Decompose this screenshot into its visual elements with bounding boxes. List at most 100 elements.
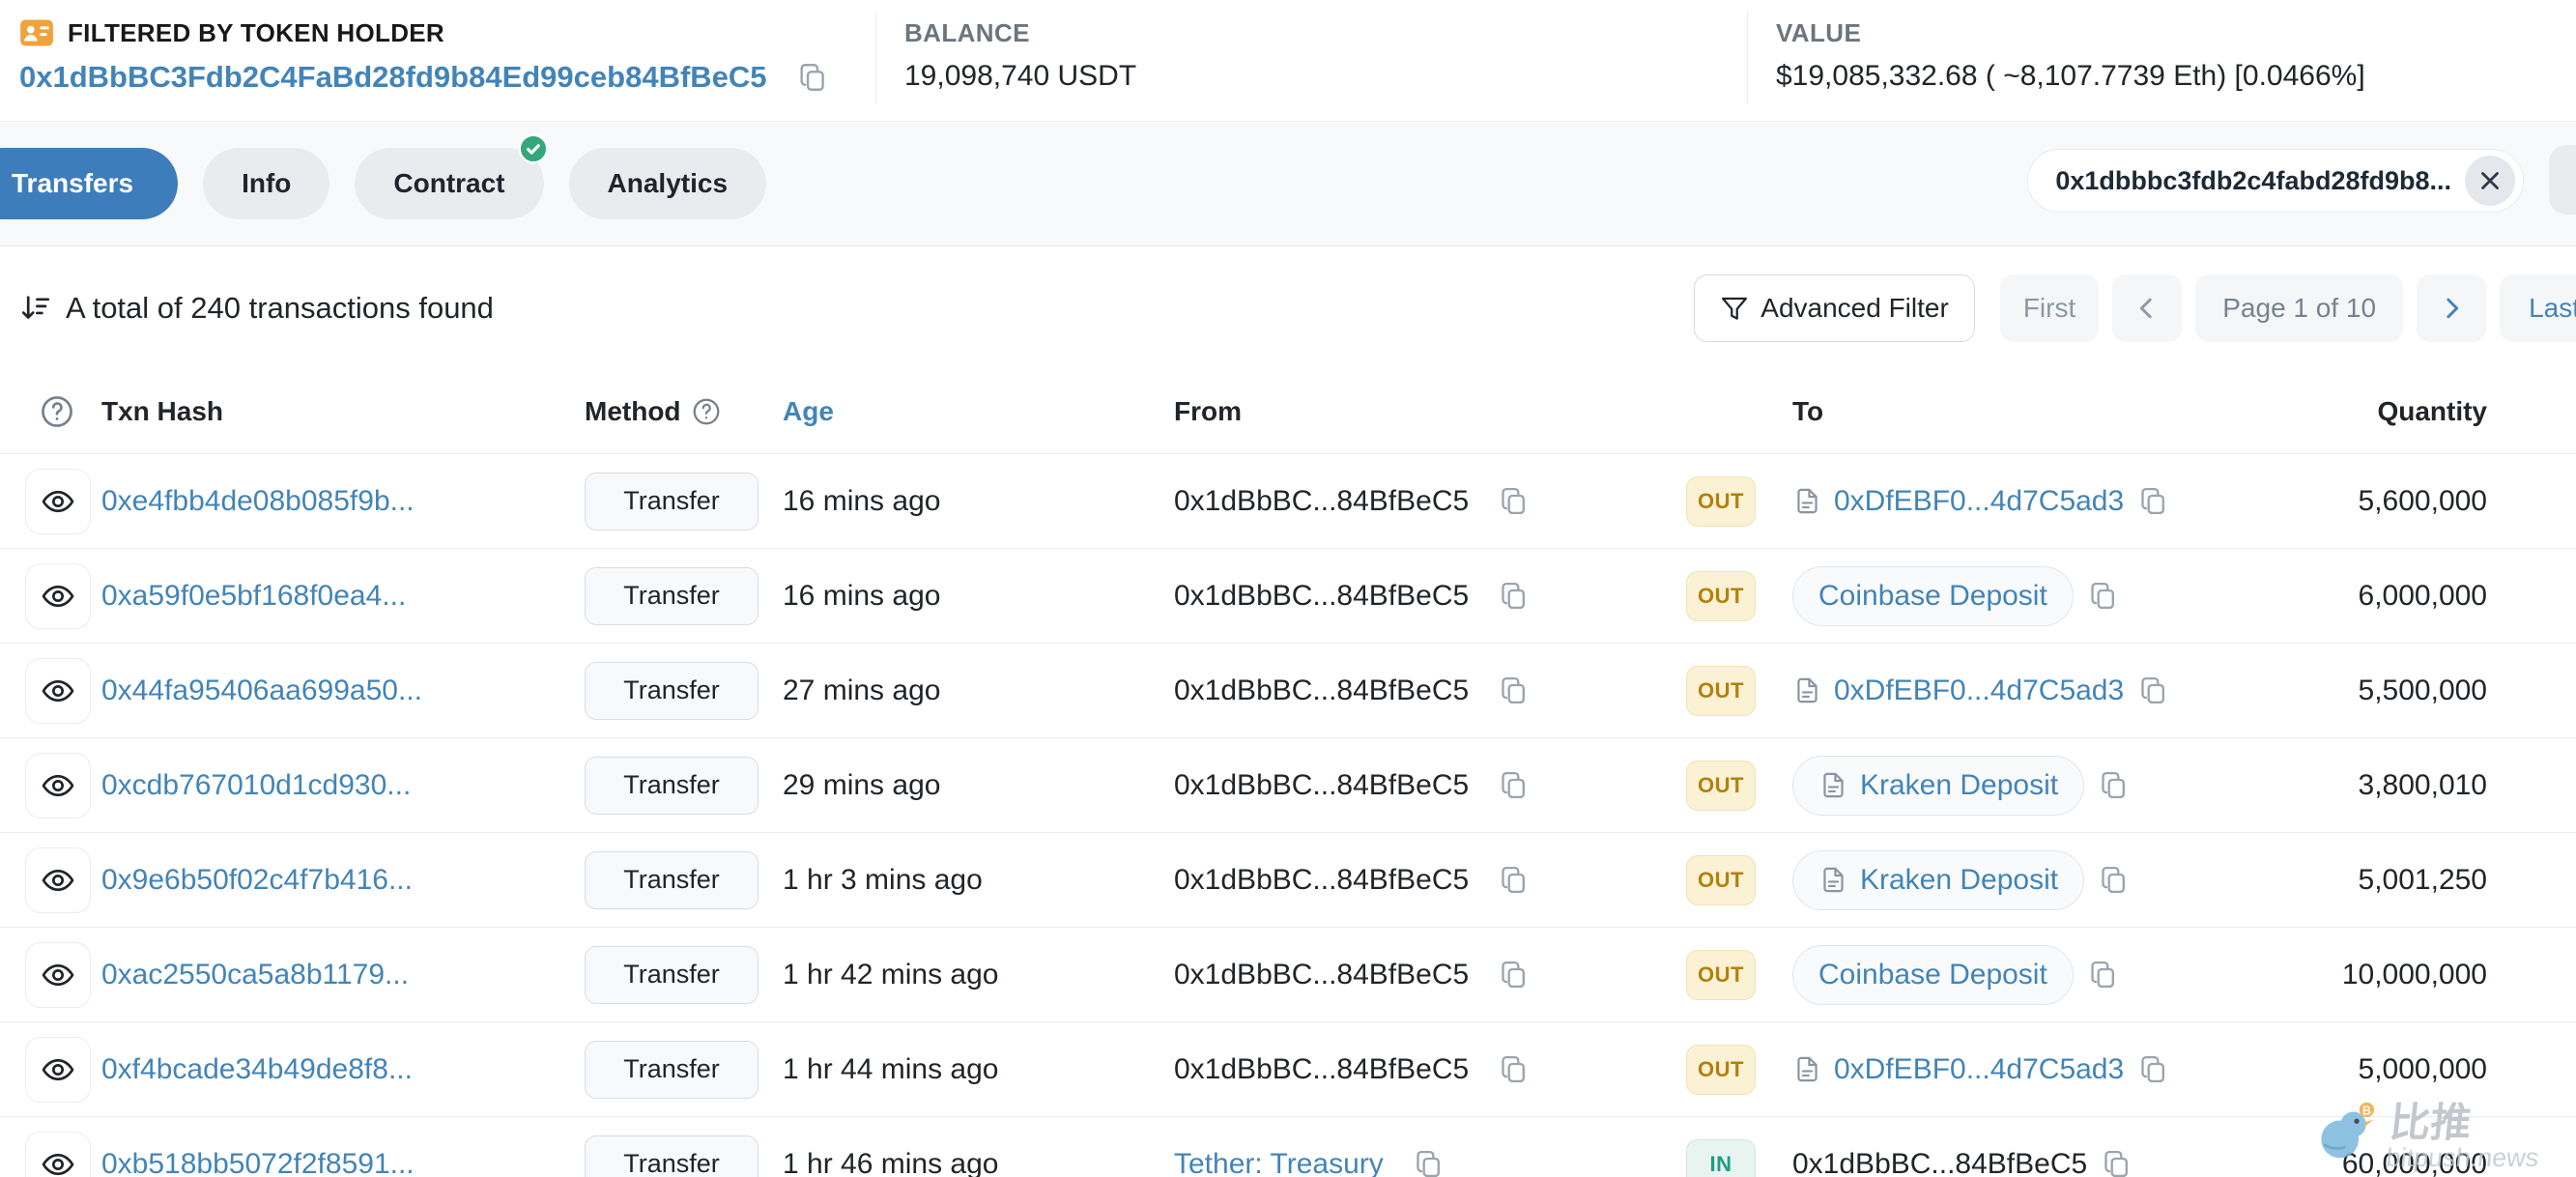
to-address[interactable]: Coinbase Deposit: [1818, 579, 2047, 612]
column-header-age-sort[interactable]: Age: [783, 396, 834, 426]
from-address[interactable]: Tether: Treasury: [1174, 1147, 1384, 1177]
copy-from-icon[interactable]: [1498, 485, 1530, 517]
direction-badge: OUT: [1686, 1044, 1756, 1095]
value-label: VALUE: [1776, 17, 1862, 47]
quantity-value: 10,000,000: [2341, 958, 2487, 990]
txn-hash-link[interactable]: 0xcdb767010d1cd930...: [101, 768, 412, 801]
to-address[interactable]: Coinbase Deposit: [1818, 958, 2047, 990]
balance-label: BALANCE: [904, 17, 1030, 47]
from-address[interactable]: 0x1dBbBC...84BfBeC5: [1174, 484, 1470, 517]
to-entity[interactable]: 0xDfEBF0...4d7C5ad3: [1792, 485, 2124, 518]
method-button[interactable]: Transfer: [585, 756, 758, 815]
next-page-button[interactable]: [2417, 274, 2487, 342]
to-address[interactable]: 0xDfEBF0...4d7C5ad3: [1834, 674, 2125, 706]
header-divider: [875, 12, 876, 104]
from-address[interactable]: 0x1dBbBC...84BfBeC5: [1174, 1052, 1470, 1085]
preview-eye-button[interactable]: [25, 468, 91, 534]
from-address[interactable]: 0x1dBbBC...84BfBeC5: [1174, 863, 1470, 896]
remove-filter-button[interactable]: [2465, 156, 2515, 206]
contract-file-icon: [1818, 865, 1848, 895]
to-address[interactable]: 0xDfEBF0...4d7C5ad3: [1834, 1052, 2125, 1085]
preview-eye-button[interactable]: [25, 847, 91, 913]
to-entity[interactable]: Kraken Deposit: [1792, 849, 2085, 910]
copy-from-icon[interactable]: [1498, 959, 1530, 990]
age-text: 1 hr 44 mins ago: [783, 1052, 999, 1085]
holder-address-link[interactable]: 0x1dBbBC3Fdb2C4FaBd28fd9b84Ed99ceb84BfBe…: [19, 60, 767, 94]
from-address[interactable]: 0x1dBbBC...84BfBeC5: [1174, 958, 1470, 990]
from-address[interactable]: 0x1dBbBC...84BfBeC5: [1174, 768, 1470, 801]
from-address[interactable]: 0x1dBbBC...84BfBeC5: [1174, 674, 1470, 706]
copy-to-icon[interactable]: [2098, 864, 2130, 896]
to-address[interactable]: Kraken Deposit: [1860, 768, 2059, 801]
txn-hash-link[interactable]: 0xac2550ca5a8b1179...: [101, 958, 410, 990]
preview-eye-button[interactable]: [25, 657, 91, 724]
copy-from-icon[interactable]: [1498, 580, 1530, 612]
method-button[interactable]: Transfer: [585, 945, 758, 1004]
contract-verified-icon: [517, 132, 550, 165]
method-help-icon[interactable]: [691, 396, 722, 427]
from-address[interactable]: 0x1dBbBC...84BfBeC5: [1174, 579, 1470, 612]
txn-hash-link[interactable]: 0xe4fbb4de08b085f9b...: [101, 484, 415, 517]
method-button[interactable]: Transfer: [585, 850, 758, 909]
copy-to-icon[interactable]: [2137, 485, 2169, 517]
copy-from-icon[interactable]: [1498, 1053, 1530, 1085]
to-entity[interactable]: Kraken Deposit: [1792, 755, 2085, 816]
to-entity[interactable]: 0x1dBbBC...84BfBeC5: [1792, 1148, 2087, 1177]
to-entity[interactable]: Coinbase Deposit: [1792, 565, 2074, 626]
copy-to-icon[interactable]: [2137, 1053, 2169, 1085]
column-header-quantity: Quantity: [2377, 396, 2487, 426]
txn-hash-link[interactable]: 0xf4bcade34b49de8f8...: [101, 1052, 413, 1085]
preview-eye-button[interactable]: [25, 1036, 91, 1103]
txn-hash-link[interactable]: 0x9e6b50f02c4f7b416...: [101, 863, 413, 896]
preview-eye-button[interactable]: [25, 1131, 91, 1177]
txn-hash-link[interactable]: 0xa59f0e5bf168f0ea4...: [101, 579, 407, 612]
method-button[interactable]: Transfer: [585, 472, 758, 531]
sort-descending-icon: [19, 292, 52, 325]
chevron-right-icon: [2437, 294, 2466, 323]
first-page-button[interactable]: First: [1999, 274, 2100, 342]
tab-transfers[interactable]: Transfers: [0, 148, 179, 219]
tab-contract[interactable]: Contract: [355, 133, 548, 219]
previous-page-button[interactable]: [2112, 274, 2183, 342]
txn-hash-link[interactable]: 0xb518bb5072f2f8591...: [101, 1147, 415, 1177]
search-button[interactable]: [2549, 145, 2576, 215]
copy-to-icon[interactable]: [2101, 1148, 2132, 1177]
tab-analytics[interactable]: Analytics: [568, 148, 767, 219]
method-button[interactable]: Transfer: [585, 566, 758, 625]
copy-address-icon[interactable]: [796, 61, 829, 94]
column-header-txn-hash: Txn Hash: [101, 396, 224, 426]
direction-badge: OUT: [1686, 665, 1756, 716]
table-row: 0xac2550ca5a8b1179... Transfer 1 hr 42 m…: [0, 928, 2576, 1022]
method-button[interactable]: Transfer: [585, 1040, 758, 1099]
copy-to-icon[interactable]: [2087, 959, 2119, 990]
to-entity[interactable]: 0xDfEBF0...4d7C5ad3: [1792, 675, 2124, 707]
copy-from-icon[interactable]: [1413, 1148, 1445, 1177]
preview-eye-button[interactable]: [25, 941, 91, 1008]
to-address[interactable]: 0x1dBbBC...84BfBeC5: [1792, 1147, 2088, 1177]
header-divider: [1747, 12, 1748, 104]
to-entity[interactable]: Coinbase Deposit: [1792, 944, 2074, 1005]
help-circle-icon[interactable]: [39, 393, 75, 430]
copy-from-icon[interactable]: [1498, 675, 1530, 706]
table-row: 0xcdb767010d1cd930... Transfer 29 mins a…: [0, 738, 2576, 833]
table-row: 0xa59f0e5bf168f0ea4... Transfer 16 mins …: [0, 549, 2576, 644]
to-address[interactable]: Kraken Deposit: [1860, 863, 2059, 896]
copy-to-icon[interactable]: [2137, 675, 2169, 706]
copy-from-icon[interactable]: [1498, 864, 1530, 896]
preview-eye-button[interactable]: [25, 752, 91, 818]
tab-info[interactable]: Info: [203, 148, 330, 219]
txn-hash-link[interactable]: 0x44fa95406aa699a50...: [101, 674, 422, 706]
method-button[interactable]: Transfer: [585, 661, 758, 720]
method-button[interactable]: Transfer: [585, 1134, 758, 1177]
copy-to-icon[interactable]: [2098, 769, 2130, 801]
to-address[interactable]: 0xDfEBF0...4d7C5ad3: [1834, 484, 2125, 517]
address-filter-chip: 0x1dbbbc3fdb2c4fabd28fd9b8...: [2027, 149, 2524, 213]
copy-from-icon[interactable]: [1498, 769, 1530, 801]
copy-to-icon[interactable]: [2087, 580, 2119, 612]
to-entity[interactable]: 0xDfEBF0...4d7C5ad3: [1792, 1053, 2124, 1086]
advanced-filter-button[interactable]: Advanced Filter: [1694, 274, 1975, 342]
page-indicator: Page 1 of 10: [2195, 274, 2404, 342]
preview-eye-button[interactable]: [25, 562, 91, 629]
last-page-button[interactable]: Last: [2500, 274, 2576, 342]
